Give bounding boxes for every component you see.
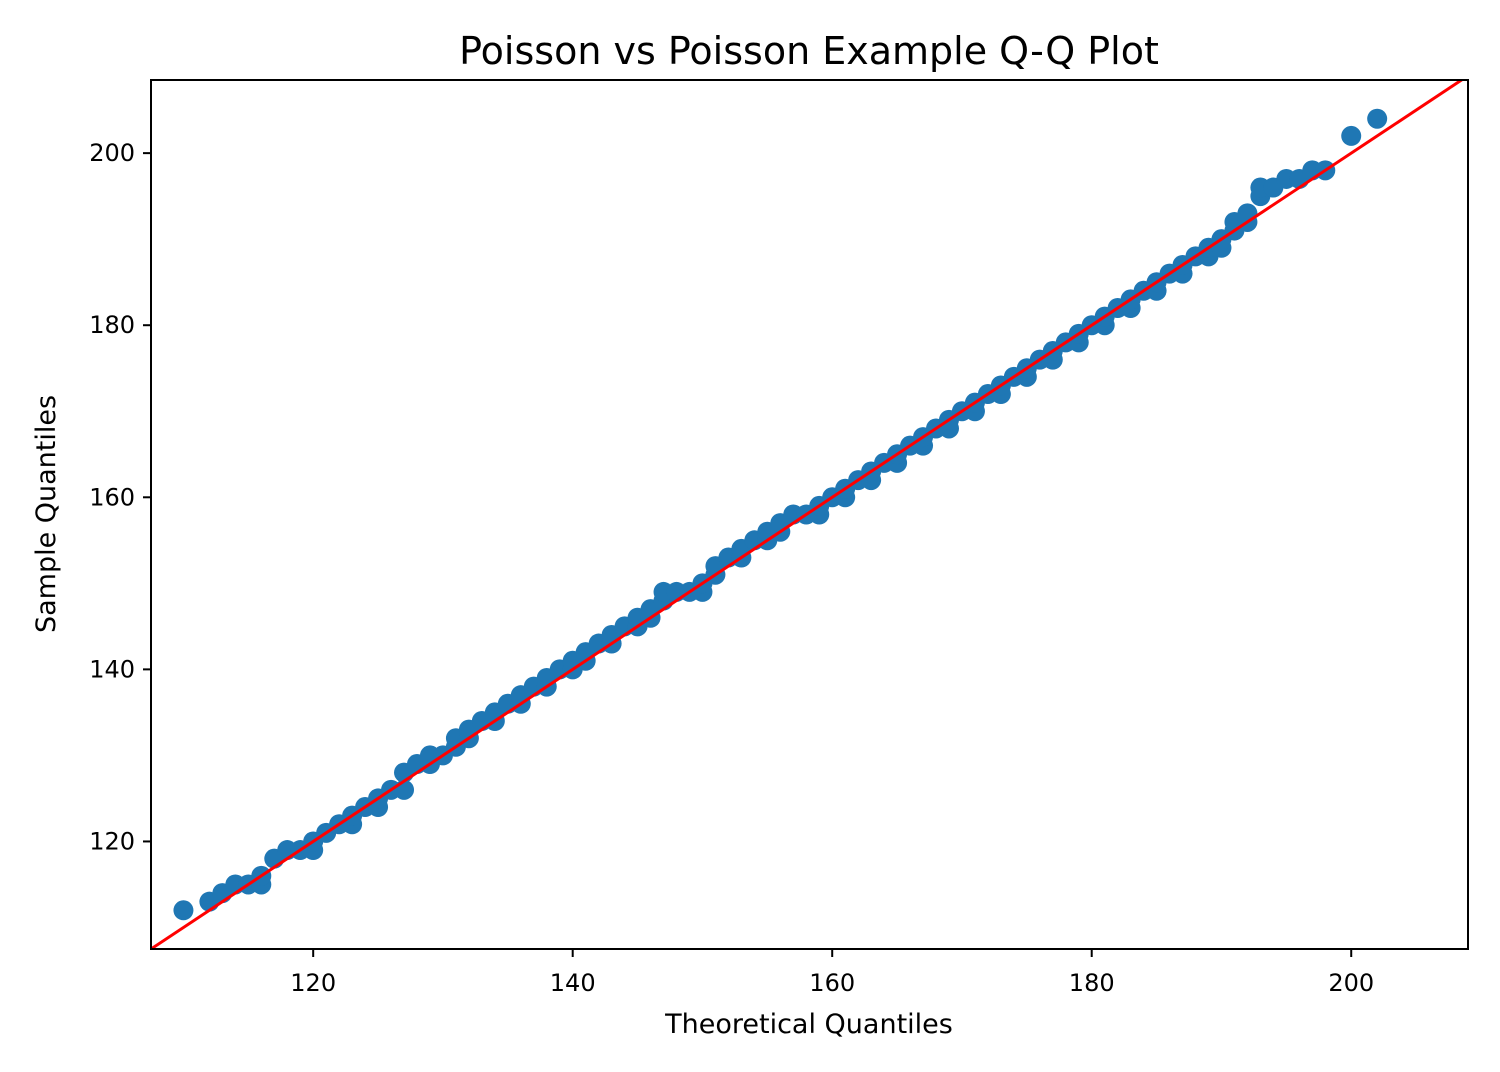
y-tick-label: 160: [89, 483, 135, 511]
x-tick-label: 140: [550, 969, 596, 997]
plot-frame: [150, 79, 1469, 950]
y-tick-label: 120: [89, 827, 135, 855]
reference-line: [151, 80, 1465, 949]
x-tick-label: 120: [290, 969, 336, 997]
x-tick-label: 160: [809, 969, 855, 997]
x-axis-ticks: 120 140 160 180 200: [290, 949, 1374, 997]
data-point: [1341, 125, 1362, 146]
data-point: [173, 900, 194, 921]
reference-line-layer: [151, 80, 1465, 949]
x-tick-label: 200: [1328, 969, 1374, 997]
x-tick-label: 180: [1069, 969, 1115, 997]
data-points: [173, 108, 1388, 921]
chart-title: Poisson vs Poisson Example Q-Q Plot: [459, 29, 1159, 73]
y-axis-ticks: 120 140 160 180 200: [89, 139, 151, 855]
y-tick-label: 180: [89, 311, 135, 339]
data-point: [1367, 108, 1388, 129]
x-axis-label: Theoretical Quantiles: [664, 1009, 953, 1040]
y-axis-label: Sample Quantiles: [31, 395, 62, 633]
y-tick-label: 140: [89, 655, 135, 683]
y-tick-label: 200: [89, 139, 135, 167]
